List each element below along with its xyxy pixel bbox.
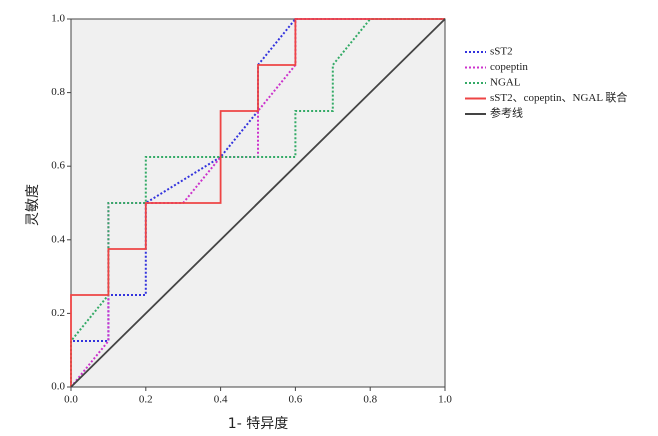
y-tick-label: 0.6 <box>51 160 65 172</box>
x-axis-title: 1- 特异度 <box>228 416 288 432</box>
legend-label: copeptin <box>490 61 528 73</box>
y-axis-title: 灵敏度 <box>25 184 41 226</box>
x-tick-label: 0.6 <box>289 394 303 406</box>
y-tick-label: 0.8 <box>51 86 65 98</box>
x-tick-label: 1.0 <box>438 394 452 406</box>
x-tick-label: 0.2 <box>139 394 153 406</box>
y-tick-label: 0.0 <box>51 381 65 393</box>
roc-line <box>70 18 445 387</box>
roc-line <box>70 18 445 387</box>
roc-line <box>70 18 446 388</box>
y-tick-label: 1.0 <box>51 13 65 25</box>
legend-label: NGAL <box>490 77 521 89</box>
legend-label: sST2 <box>490 46 513 58</box>
x-tick-label: 0.4 <box>214 394 228 406</box>
y-tick-label: 0.4 <box>51 233 65 245</box>
legend-label: 参考线 <box>490 106 523 120</box>
legend-label: sST2、copeptin、NGAL 联合 <box>490 90 627 104</box>
x-tick-label: 0.0 <box>64 394 78 406</box>
y-tick-label: 0.2 <box>51 307 65 319</box>
x-tick-label: 0.8 <box>363 394 377 406</box>
